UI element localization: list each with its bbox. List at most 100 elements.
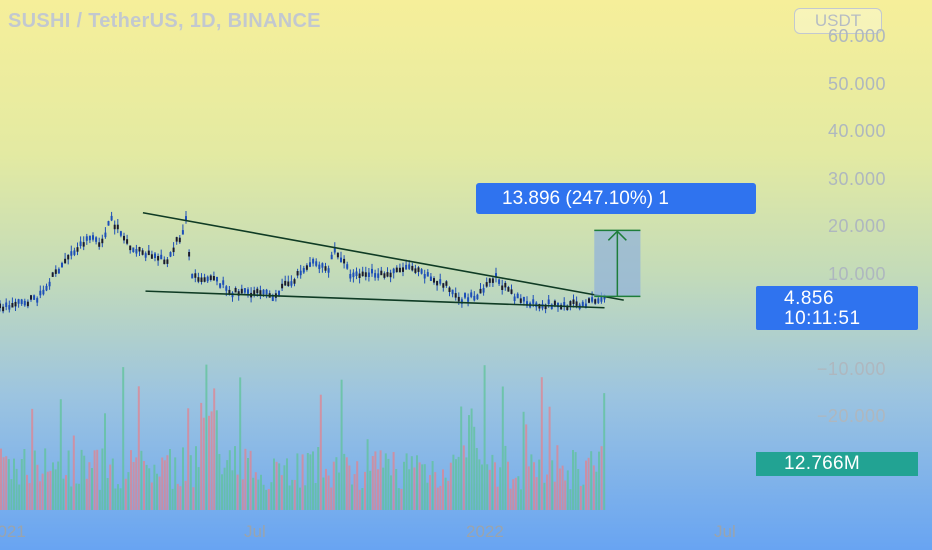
candle-body: [33, 295, 36, 300]
candle-body: [302, 268, 305, 273]
candle-body: [581, 301, 584, 307]
candle-body: [349, 274, 352, 279]
candle-body: [482, 288, 485, 293]
volume-bar: [548, 406, 551, 510]
volume-bar: [319, 394, 322, 510]
volume-bar: [551, 460, 554, 510]
candle-body: [336, 252, 339, 258]
volume-bar: [572, 450, 574, 510]
volume-bar: [322, 477, 325, 510]
volume-bar: [309, 454, 312, 510]
volume-bar: [421, 464, 424, 510]
volume-bar: [525, 424, 528, 510]
volume-bar: [88, 462, 91, 510]
volume-bar: [369, 470, 372, 510]
price-axis-tick: 50.000: [827, 73, 886, 94]
volume-bar: [234, 446, 236, 510]
candle-body: [30, 295, 32, 300]
candle-body: [433, 278, 435, 283]
candle-body: [61, 263, 63, 268]
volume-bar: [13, 458, 15, 510]
candle-body: [206, 276, 209, 282]
volume-bar: [358, 489, 361, 510]
volume-bar: [410, 456, 413, 510]
volume-bar: [156, 473, 158, 510]
candle-body: [594, 299, 597, 304]
volume-bar: [330, 487, 333, 510]
volume-bar: [49, 470, 52, 510]
volume-bar: [431, 461, 434, 510]
volume-bar: [587, 457, 590, 510]
volume-bar: [426, 482, 429, 510]
volume-bar: [585, 460, 587, 510]
time-axis-tick: Jul: [244, 522, 266, 541]
volume-bar: [31, 408, 34, 510]
candle-body: [42, 289, 45, 295]
volume-bar: [109, 464, 112, 510]
volume-bar: [223, 467, 226, 510]
volume-bar: [59, 399, 62, 510]
candle-body: [566, 305, 569, 310]
volume-bar: [67, 450, 70, 510]
volume-bar: [85, 478, 88, 510]
candle-body: [290, 281, 293, 286]
candle-body: [495, 273, 497, 278]
volume-bar: [413, 467, 416, 510]
volume-bar: [205, 364, 208, 510]
volume-bar: [249, 450, 252, 510]
volume-bar: [226, 460, 229, 510]
candle-body: [485, 282, 488, 287]
volume-bar: [449, 462, 452, 510]
volume-bar: [387, 458, 390, 510]
currency-button[interactable]: USDT: [794, 8, 882, 34]
volume-bar: [39, 481, 41, 510]
candle-body: [460, 299, 463, 304]
volume-bar: [312, 451, 314, 510]
volume-bar: [127, 472, 130, 510]
volume-bar: [423, 464, 426, 510]
volume-bar: [70, 486, 73, 510]
candle-body: [324, 266, 327, 271]
volume-bar: [10, 479, 13, 510]
candle-body: [547, 299, 550, 304]
volume-bar: [299, 487, 301, 510]
trend-line: [142, 211, 624, 301]
volume-bar: [265, 489, 268, 510]
candle-body: [85, 236, 88, 241]
volume-bar: [0, 448, 2, 510]
volume-bar: [345, 457, 348, 510]
volume-bar: [7, 459, 10, 510]
price-axis-tick: 10.000: [827, 263, 886, 284]
volume-bar: [600, 446, 603, 510]
candle-body: [327, 268, 330, 273]
time-axis-tick: Jul: [714, 522, 736, 541]
candle-body: [150, 254, 153, 259]
candle-body: [228, 289, 231, 295]
candle-body: [392, 268, 395, 274]
candle-body: [420, 269, 423, 274]
volume-bar: [135, 457, 138, 510]
volume-bar: [377, 469, 379, 510]
candle-body: [591, 297, 594, 302]
volume-bar: [397, 488, 400, 510]
volume-bar: [2, 457, 5, 510]
candle-body: [259, 290, 262, 295]
candle-body: [101, 238, 104, 244]
volume-bar: [236, 474, 239, 510]
price-range-arrowhead: [607, 230, 627, 241]
volume-bar: [270, 482, 273, 510]
candle-body: [262, 289, 265, 295]
volume-bar: [325, 468, 327, 510]
candle-body: [513, 296, 516, 301]
volume-bar: [28, 483, 31, 510]
volume-bar: [54, 469, 57, 510]
volume-bar: [221, 474, 223, 510]
candle-body: [138, 247, 141, 252]
volume-bar: [231, 470, 234, 510]
volume-bar: [400, 488, 403, 510]
last-price-label: 4.856 10:11:51: [756, 286, 918, 330]
volume-bar: [208, 415, 210, 510]
candle-body: [507, 287, 510, 292]
